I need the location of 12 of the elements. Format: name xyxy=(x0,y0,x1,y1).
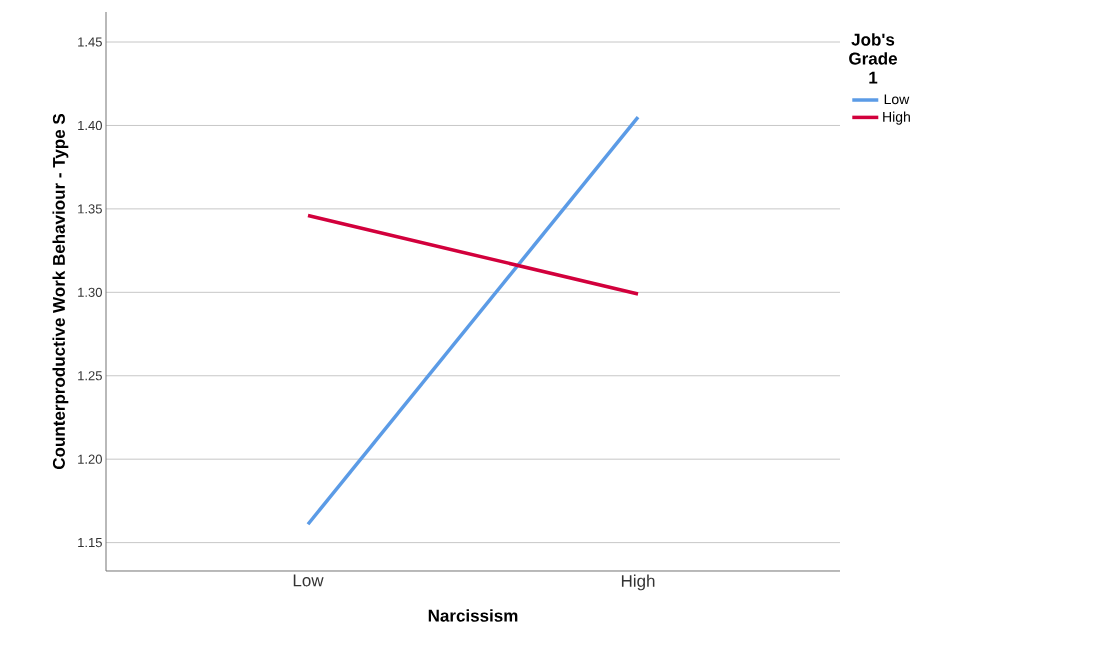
y-tick-label: 1.20 xyxy=(78,454,102,464)
legend-title: Job's Grade 1 xyxy=(849,33,897,84)
x-axis-title: Narcissism xyxy=(428,609,518,622)
y-tick-label: 1.30 xyxy=(78,287,102,297)
y-tick-label: 1.25 xyxy=(78,371,102,381)
y-tick-label: 1.40 xyxy=(78,120,102,131)
y-tick-label: 1.15 xyxy=(78,538,102,548)
y-axis-title: Counterproductive Work Behaviour - Type S xyxy=(52,113,69,470)
legend-label: Low xyxy=(884,94,910,105)
y-tick-label: 1.45 xyxy=(78,37,102,47)
y-tick-label: 1.35 xyxy=(78,204,102,214)
legend-label: High xyxy=(883,111,910,125)
